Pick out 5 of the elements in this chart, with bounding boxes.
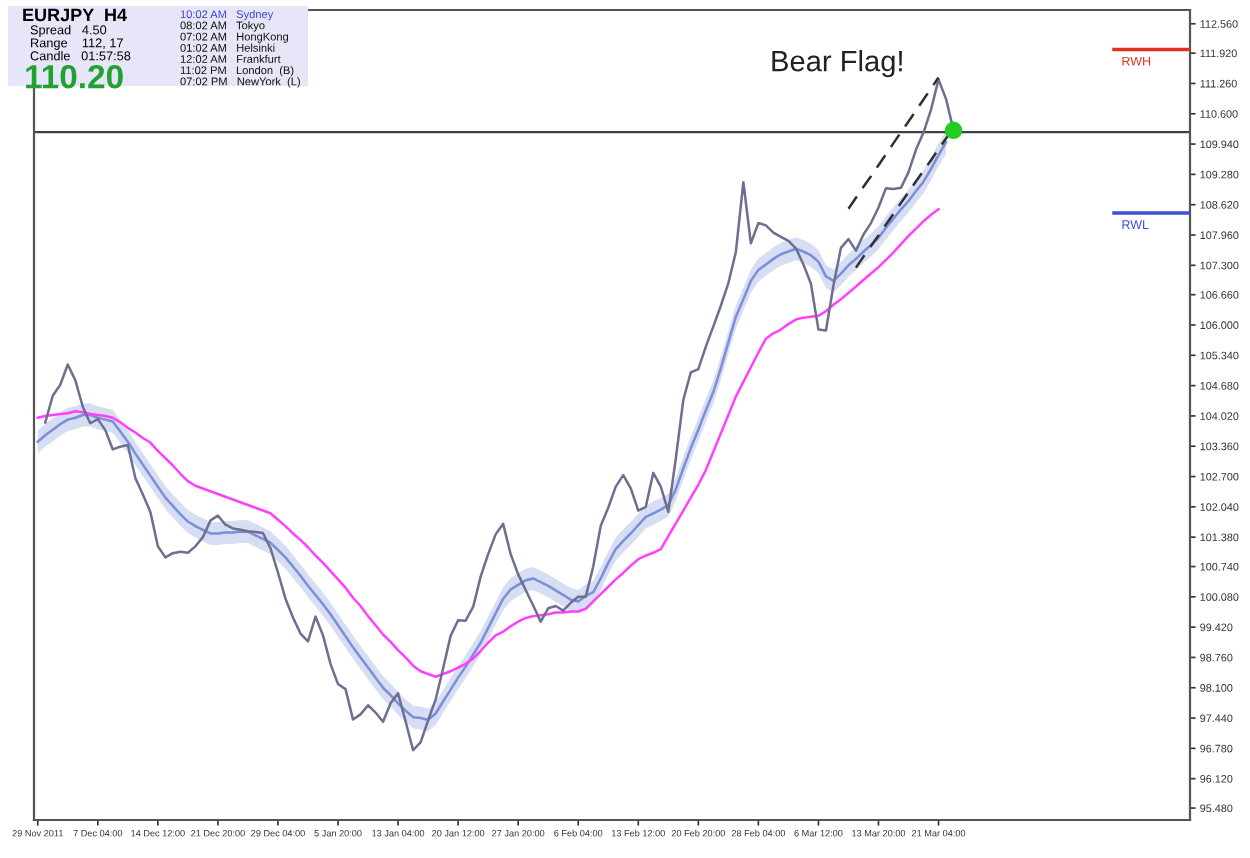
line-series xyxy=(36,208,940,678)
line-series xyxy=(847,76,940,211)
chart-title: EURJPY H4 xyxy=(23,8,127,22)
annotation: Bear Flag! xyxy=(772,50,902,78)
annotation: 110.20 xyxy=(26,64,123,89)
